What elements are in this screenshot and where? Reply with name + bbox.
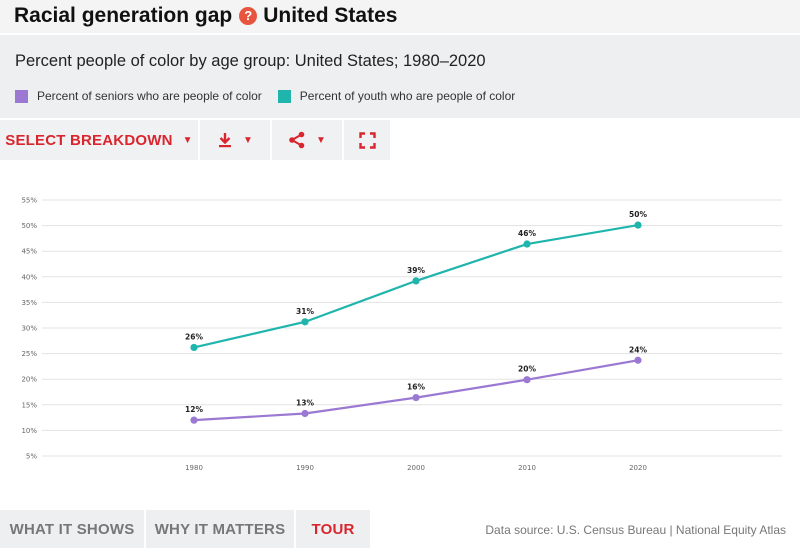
page-title: Racial generation gap ? United States	[14, 4, 397, 28]
data-label: 50%	[629, 210, 647, 219]
fullscreen-icon	[358, 131, 376, 149]
data-point	[190, 416, 198, 424]
data-label: 24%	[629, 345, 647, 354]
x-tick-label: 1980	[185, 464, 203, 472]
y-tick-label: 35%	[21, 299, 37, 307]
select-breakdown-button[interactable]: SELECT BREAKDOWN ▼	[0, 120, 198, 160]
y-tick-label: 55%	[21, 197, 37, 205]
data-point	[301, 318, 309, 326]
legend: Percent of seniors who are people of col…	[15, 89, 531, 103]
data-source: Data source: U.S. Census Bureau | Nation…	[485, 523, 786, 537]
y-tick-label: 50%	[21, 222, 37, 230]
data-point	[190, 343, 198, 352]
data-label: 39%	[407, 266, 425, 275]
data-point	[301, 409, 309, 418]
footer-tabs: WHAT IT SHOWS WHY IT MATTERS TOUR	[0, 510, 372, 548]
tab-what-it-shows[interactable]: WHAT IT SHOWS	[0, 510, 144, 548]
fullscreen-button[interactable]	[344, 120, 390, 160]
data-point	[412, 394, 420, 402]
x-tick-label: 2020	[629, 464, 647, 472]
tab-why-it-matters[interactable]: WHY IT MATTERS	[146, 510, 294, 548]
data-label: 31%	[296, 307, 314, 316]
question-circle-icon[interactable]: ?	[239, 7, 258, 25]
download-button[interactable]: ▼	[200, 120, 270, 160]
legend-item-youth: Percent of youth who are people of color	[277, 89, 516, 103]
data-label: 26%	[185, 332, 203, 341]
line-chart: 5% 10% 15% 20% 25% 30% 35% 40% 45% 50% 55% 1980 1990…	[21, 197, 782, 472]
data-label: 20%	[518, 365, 536, 374]
tab-tour[interactable]: TOUR	[296, 510, 370, 548]
legend-swatch-seniors	[15, 89, 28, 103]
legend-label-youth: Percent of youth who are people of color	[299, 89, 516, 103]
data-label: 16%	[407, 383, 425, 392]
data-point	[523, 376, 531, 384]
legend-item-seniors: Percent of seniors who are people of col…	[15, 89, 262, 103]
caret-down-icon: ▼	[243, 134, 253, 146]
share-button[interactable]: ▼	[272, 120, 342, 160]
title-bar: Racial generation gap ? United States	[0, 0, 800, 33]
x-tick-label: 2010	[518, 464, 536, 472]
y-tick-label: 15%	[21, 401, 37, 409]
y-tick-label: 30%	[21, 325, 37, 333]
x-tick-label: 2000	[407, 464, 425, 472]
data-label: 12%	[185, 405, 203, 414]
legend-label-seniors: Percent of seniors who are people of col…	[37, 89, 262, 103]
x-tick-label: 1990	[296, 464, 314, 472]
data-point	[634, 221, 642, 229]
legend-swatch-youth	[277, 89, 291, 103]
share-icon	[289, 131, 305, 149]
data-point	[634, 356, 642, 364]
select-breakdown-label: SELECT BREAKDOWN	[5, 131, 173, 149]
caret-down-icon: ▼	[316, 134, 326, 146]
caret-down-icon: ▼	[182, 134, 193, 146]
data-point	[412, 277, 420, 285]
toolbar: SELECT BREAKDOWN ▼ ▼ ▼	[0, 120, 392, 160]
location-text: United States	[263, 4, 398, 27]
y-tick-label: 45%	[21, 248, 37, 256]
download-icon	[219, 133, 232, 148]
data-point	[523, 240, 531, 248]
chart-header: Percent people of color by age group: Un…	[0, 33, 800, 118]
chart-subtitle: Percent people of color by age group: Un…	[15, 52, 486, 70]
y-tick-label: 5%	[26, 453, 37, 461]
y-tick-label: 40%	[21, 273, 37, 281]
y-tick-label: 10%	[21, 427, 37, 435]
title-text: Racial generation gap	[14, 4, 233, 27]
data-label: 46%	[518, 229, 536, 238]
data-label: 13%	[296, 399, 314, 408]
y-tick-label: 25%	[21, 350, 37, 358]
y-tick-label: 20%	[21, 376, 37, 384]
series-line-1	[193, 224, 639, 349]
